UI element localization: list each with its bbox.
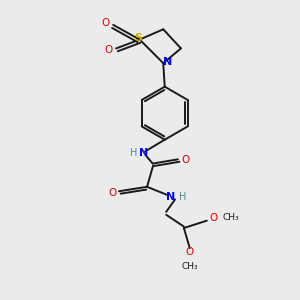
Text: N: N xyxy=(166,192,175,202)
Text: N: N xyxy=(163,57,172,67)
Text: N: N xyxy=(139,148,148,158)
Text: O: O xyxy=(182,155,190,165)
Text: O: O xyxy=(105,45,113,55)
Text: O: O xyxy=(109,188,117,198)
Text: S: S xyxy=(134,33,142,43)
Text: O: O xyxy=(186,247,194,256)
Text: H: H xyxy=(179,192,186,202)
Text: H: H xyxy=(130,148,137,158)
Text: CH₃: CH₃ xyxy=(182,262,198,271)
Text: O: O xyxy=(209,213,218,223)
Text: CH₃: CH₃ xyxy=(222,213,239,222)
Text: O: O xyxy=(102,18,110,28)
